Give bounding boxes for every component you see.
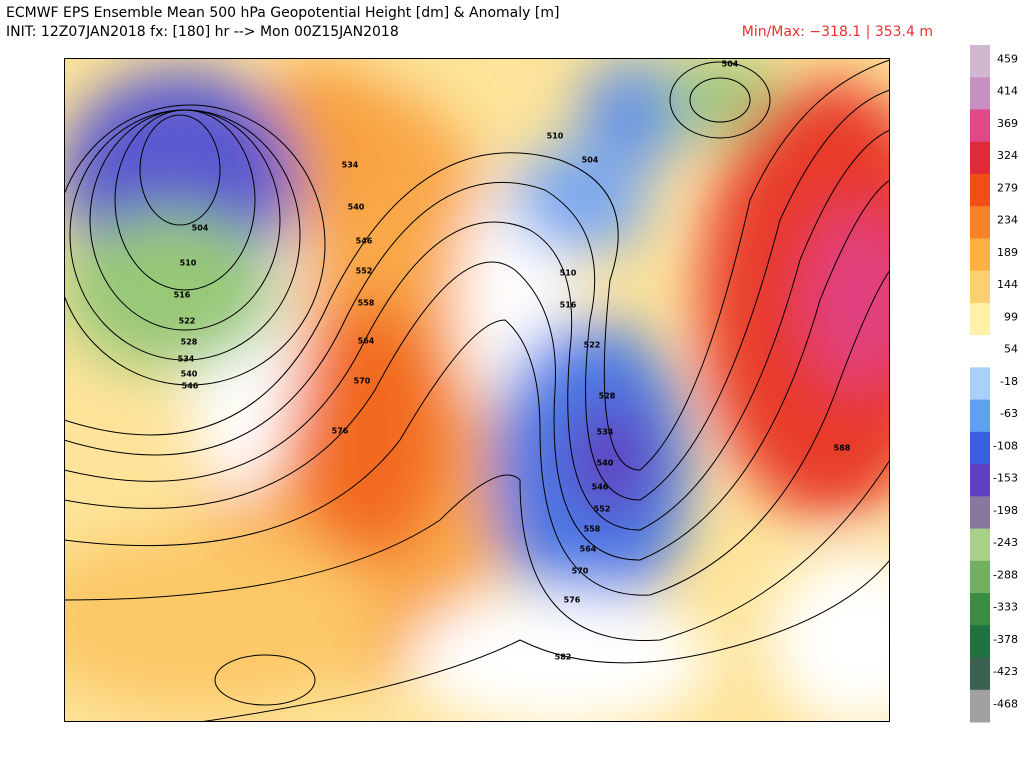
contour-label: 558 <box>584 525 601 534</box>
colorbar-swatch <box>970 141 990 175</box>
title: ECMWF EPS Ensemble Mean 500 hPa Geopoten… <box>6 5 559 21</box>
colorbar-label: 234 <box>997 214 1018 227</box>
colorbar-swatch <box>970 528 990 562</box>
contour-label: 576 <box>332 427 349 436</box>
contour-label: 504 <box>582 156 599 165</box>
colorbar-swatch <box>970 431 990 465</box>
colorbar-label: 459 <box>997 53 1018 66</box>
colorbar-swatch <box>970 45 990 78</box>
contour-label: 510 <box>547 132 564 141</box>
colorbar-label: -423 <box>993 665 1018 678</box>
colorbar-swatch <box>970 657 990 691</box>
contour-label: 522 <box>584 341 601 350</box>
colorbar-swatch <box>970 302 990 336</box>
contour-label: 546 <box>592 483 609 492</box>
colorbar-label: -198 <box>993 504 1018 517</box>
contour-label: 510 <box>560 269 577 278</box>
contour-label: 588 <box>834 444 851 453</box>
colorbar-swatch <box>970 625 990 659</box>
colorbar-label: 324 <box>997 149 1018 162</box>
colorbar-swatch <box>970 270 990 304</box>
contour-label: 516 <box>174 291 191 300</box>
contour-label: 534 <box>342 161 359 170</box>
contour-label: 522 <box>179 317 196 326</box>
colorbar-swatch <box>970 367 990 401</box>
colorbar-swatch <box>970 496 990 530</box>
contour-label: 534 <box>178 355 195 364</box>
colorbar-swatch <box>970 206 990 239</box>
contour-label: 504 <box>722 60 739 69</box>
contour-label: 540 <box>348 203 365 212</box>
contour-label: 528 <box>599 392 616 401</box>
height-contours <box>64 59 890 722</box>
contour-label: 552 <box>356 267 373 276</box>
colorbar-swatch <box>970 464 990 497</box>
contour-label: 540 <box>181 370 198 379</box>
map <box>64 58 890 722</box>
colorbar-swatch <box>970 77 990 110</box>
colorbar-label: -468 <box>993 697 1018 710</box>
colorbar-label: -108 <box>993 439 1018 452</box>
colorbar-label: -153 <box>993 472 1018 485</box>
colorbar-label: 279 <box>997 181 1018 194</box>
contour-label: 504 <box>192 224 209 233</box>
contour-label: 546 <box>182 382 199 391</box>
colorbar-label: -243 <box>993 536 1018 549</box>
contour-label: 570 <box>354 377 371 386</box>
colorbar-swatch <box>970 560 990 594</box>
colorbar-swatch <box>970 335 990 368</box>
contour-label: 564 <box>580 545 597 554</box>
colorbar-label: -288 <box>993 568 1018 581</box>
contour-label: 558 <box>358 299 375 308</box>
contour-label: 540 <box>597 459 614 468</box>
contour-label: 516 <box>560 301 577 310</box>
colorbar-swatch <box>970 593 990 626</box>
colorbar-label: -333 <box>993 601 1018 614</box>
colorbar-label: -63 <box>1000 407 1018 420</box>
contour-label: 528 <box>181 338 198 347</box>
colorbar-label: -18 <box>1000 375 1018 388</box>
contour-label: 534 <box>597 428 614 437</box>
contour-label: 582 <box>555 653 572 662</box>
init-time: INIT: 12Z07JAN2018 fx: [180] hr --> Mon … <box>6 24 399 40</box>
contour-label: 564 <box>358 337 375 346</box>
contour-label: 570 <box>572 567 589 576</box>
colorbar-swatch <box>970 689 990 723</box>
colorbar-label: 54 <box>1004 343 1018 356</box>
contour-label: 552 <box>594 505 611 514</box>
colorbar-swatch <box>970 399 990 433</box>
contour-label: 546 <box>356 237 373 246</box>
colorbar-label: 144 <box>997 278 1018 291</box>
colorbar-label: 369 <box>997 117 1018 130</box>
colorbar-swatch <box>970 109 990 143</box>
colorbar-swatch <box>970 173 990 207</box>
colorbar-label: 189 <box>997 246 1018 259</box>
min-max: Min/Max: −318.1 | 353.4 m <box>742 24 933 40</box>
contour-label: 576 <box>564 596 581 605</box>
colorbar-swatch <box>970 238 990 272</box>
colorbar-label: 99 <box>1004 310 1018 323</box>
contour-label: 510 <box>180 259 197 268</box>
colorbar-label: 414 <box>997 85 1018 98</box>
colorbar-label: -378 <box>993 633 1018 646</box>
